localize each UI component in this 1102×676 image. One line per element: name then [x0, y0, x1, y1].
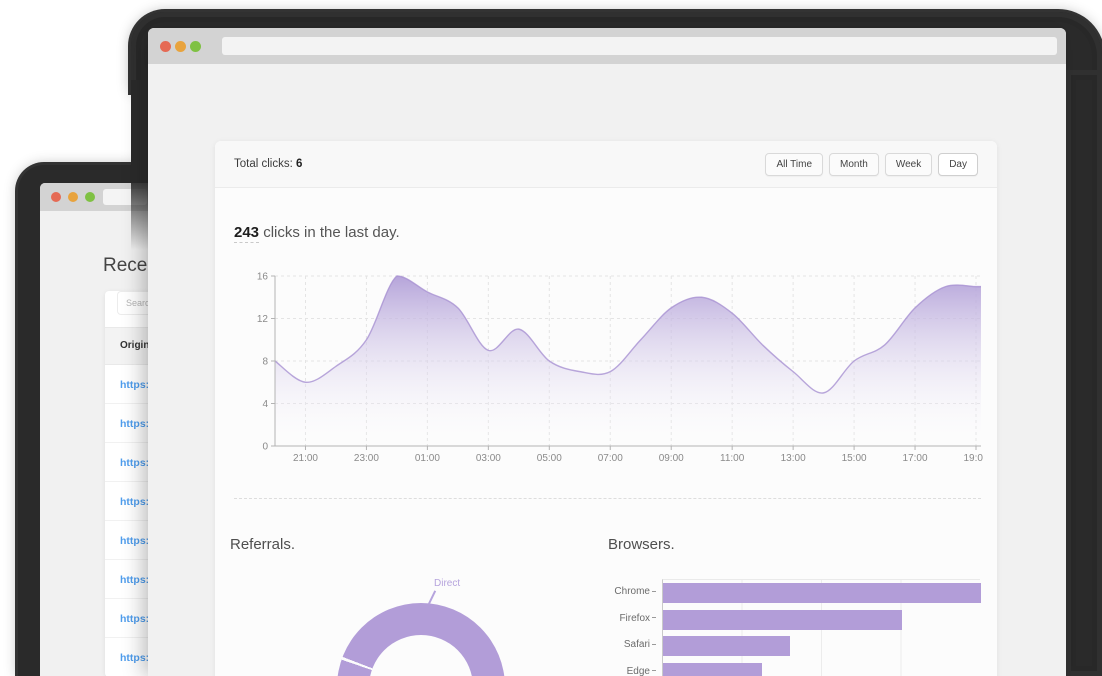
front-window-body: Total clicks: 6 All Time Month Week Day …: [148, 64, 1066, 676]
svg-text:07:00: 07:00: [598, 453, 623, 464]
svg-text:21:00: 21:00: [293, 453, 318, 464]
clicks-headline-text: clicks in the last day.: [259, 224, 400, 241]
total-clicks-value: 6: [296, 158, 303, 170]
browser-bar-firefox: [663, 609, 902, 630]
svg-text:01:00: 01:00: [415, 453, 440, 464]
svg-text:11:00: 11:00: [720, 453, 745, 464]
donut-label-pointer: [427, 590, 436, 605]
referrals-donut-chart: [337, 603, 505, 676]
clicks-area-chart: 0 4 8 12 16 21:00 23:00 01:00 03:00 05:00 07:00 09:…: [257, 272, 983, 465]
svg-text:8: 8: [262, 357, 268, 368]
table-row[interactable]: https:: [105, 365, 149, 404]
browser-bar-chrome: [663, 583, 981, 603]
range-button-week[interactable]: Week: [884, 152, 933, 176]
browser-label-chrome: Chrome: [570, 582, 658, 602]
table-row[interactable]: https:: [105, 443, 149, 482]
svg-text:03:00: 03:00: [476, 453, 501, 464]
browsers-title: Browsers.: [608, 536, 675, 553]
browser-window-front: Total clicks: 6 All Time Month Week Day …: [148, 28, 1066, 676]
browsers-bar-chart: [662, 579, 981, 676]
range-button-all-time[interactable]: All Time: [765, 152, 824, 176]
front-window-frame-right: [1066, 70, 1102, 676]
back-window-titlebar: [40, 183, 149, 211]
back-window-body: Recent Original URL https: https: https:…: [40, 211, 149, 676]
close-icon[interactable]: [51, 192, 61, 202]
short-link[interactable]: https:: [120, 379, 149, 391]
browser-label-firefox: Firefox: [570, 609, 658, 629]
browser-bar-edge: [663, 662, 763, 676]
svg-text:17:00: 17:00: [903, 453, 928, 464]
minimize-icon[interactable]: [175, 41, 186, 52]
table-row[interactable]: https:: [105, 482, 149, 521]
table-row[interactable]: https:: [105, 599, 149, 638]
range-button-group: All Time Month Week Day: [759, 152, 978, 176]
svg-text:15:00: 15:00: [842, 453, 867, 464]
browser-label-edge: Edge: [570, 662, 658, 676]
svg-text:16: 16: [257, 272, 269, 283]
range-button-day[interactable]: Day: [938, 152, 978, 176]
table-row[interactable]: https:: [105, 638, 149, 676]
table-row[interactable]: https:: [105, 521, 149, 560]
zoom-icon[interactable]: [190, 41, 201, 52]
short-link[interactable]: https:: [120, 613, 149, 625]
table-row[interactable]: https:: [105, 404, 149, 443]
stats-card: Total clicks: 6 All Time Month Week Day …: [215, 141, 997, 676]
svg-text:09:00: 09:00: [659, 453, 684, 464]
svg-text:19:00: 19:00: [963, 453, 983, 464]
browser-label-safari: Safari: [570, 635, 658, 655]
section-divider: [234, 498, 981, 499]
close-icon[interactable]: [160, 41, 171, 52]
browsers-axis-labels: ChromeFirefoxSafariEdgeOther: [570, 579, 658, 676]
table-header-original-url: Original URL: [105, 327, 149, 365]
svg-text:4: 4: [262, 399, 268, 410]
stats-card-header: Total clicks: 6 All Time Month Week Day: [215, 141, 997, 188]
short-link[interactable]: https:: [120, 457, 149, 469]
short-link[interactable]: https:: [120, 496, 149, 508]
short-link[interactable]: https:: [120, 418, 149, 430]
front-window-frame-left: [131, 80, 148, 265]
donut-segment-label: Direct: [434, 578, 461, 589]
svg-text:12: 12: [257, 314, 269, 325]
browser-window-back: Recent Original URL https: https: https:…: [18, 165, 152, 676]
svg-text:13:00: 13:00: [781, 453, 806, 464]
svg-text:0: 0: [262, 442, 268, 453]
short-link[interactable]: https:: [120, 652, 149, 664]
short-link[interactable]: https:: [120, 535, 149, 547]
zoom-icon[interactable]: [85, 192, 95, 202]
recent-links-card: Original URL https: https: https: https:…: [105, 291, 149, 676]
svg-text:23:00: 23:00: [354, 453, 379, 464]
browser-bar-safari: [663, 636, 791, 656]
clicks-headline: 243 clicks in the last day.: [234, 224, 400, 243]
front-window-titlebar: [148, 28, 1066, 64]
clicks-count: 243: [234, 224, 260, 243]
referrals-title: Referrals.: [230, 536, 296, 553]
short-link[interactable]: https:: [120, 574, 149, 586]
svg-text:05:00: 05:00: [537, 453, 562, 464]
search-input[interactable]: [117, 291, 149, 315]
url-bar[interactable]: [222, 37, 1057, 55]
back-window-viewport: Recent Original URL https: https: https:…: [40, 183, 149, 676]
total-clicks-text: Total clicks:: [234, 158, 293, 170]
total-clicks-label: Total clicks: 6: [234, 158, 302, 170]
minimize-icon[interactable]: [68, 192, 78, 202]
range-button-month[interactable]: Month: [829, 152, 879, 176]
donut-hole: [369, 635, 473, 676]
table-row[interactable]: https:: [105, 560, 149, 599]
